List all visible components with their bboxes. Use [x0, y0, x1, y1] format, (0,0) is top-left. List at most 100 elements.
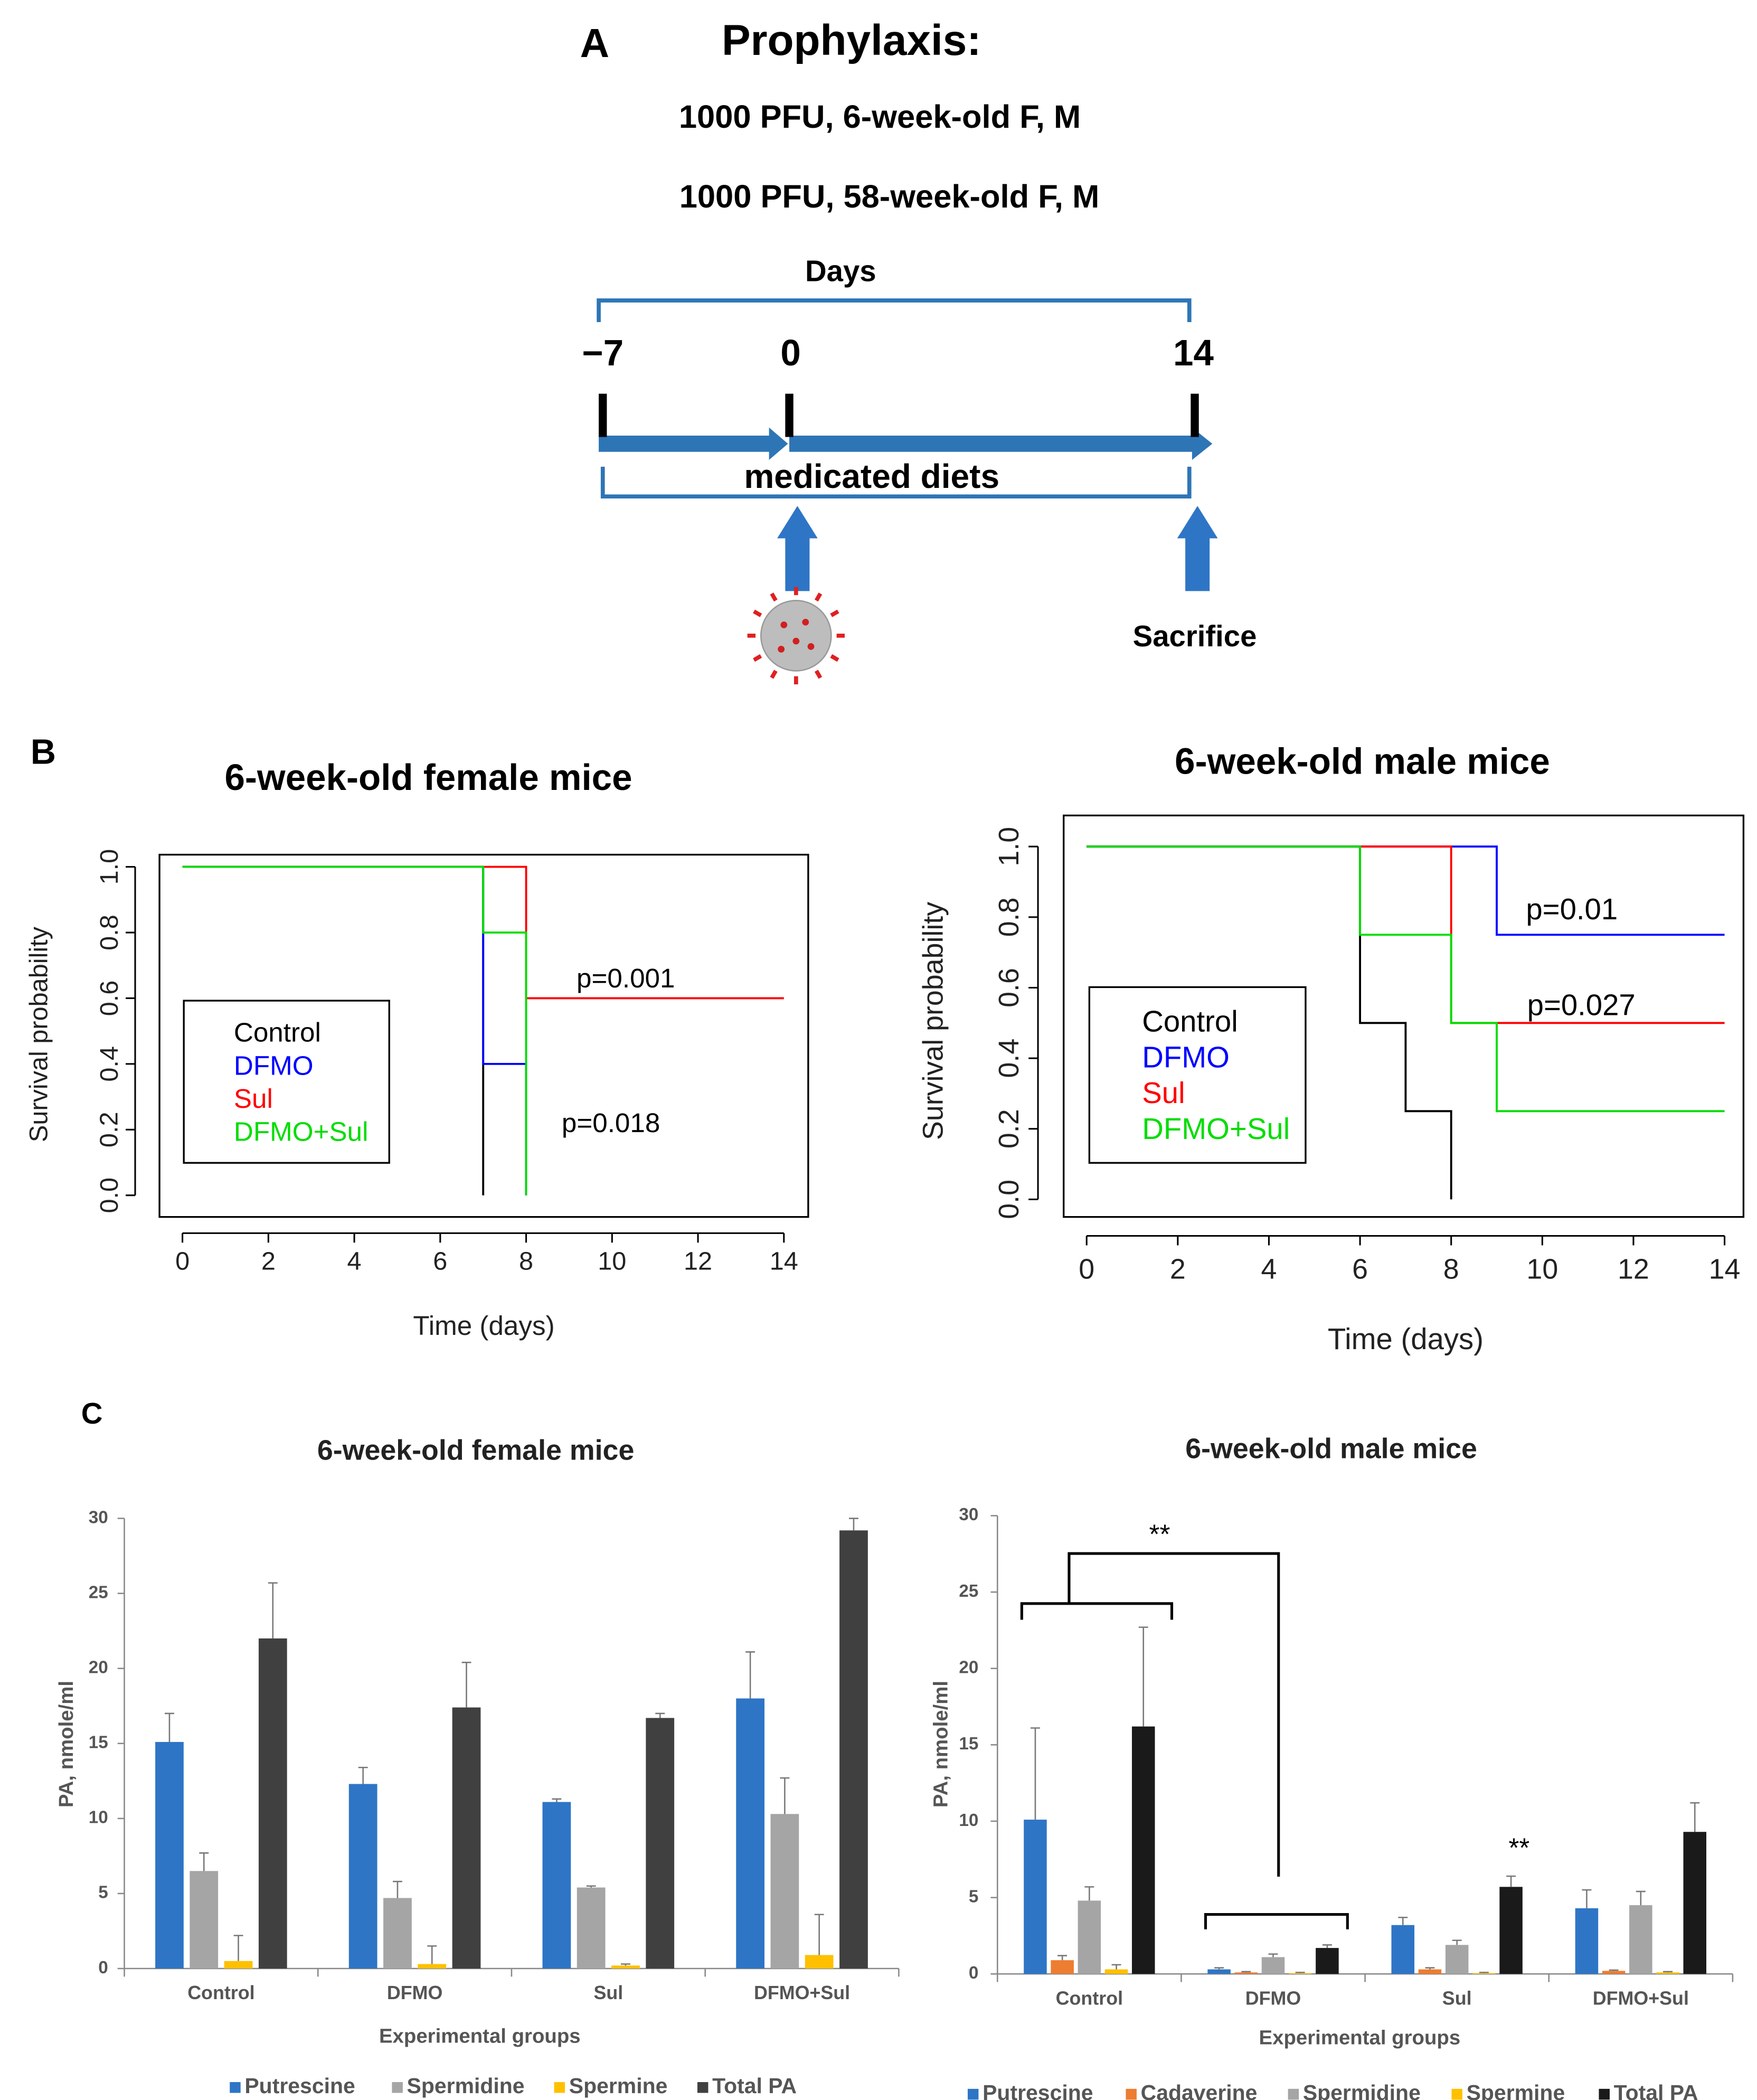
sacrifice-arrow	[1177, 506, 1218, 591]
condition: 1000 PFU, 58-week-old F, M	[679, 178, 1100, 215]
y-tick-label: 25	[89, 1583, 108, 1602]
x-tick-label: 10	[598, 1247, 626, 1276]
error-bar	[1268, 1953, 1278, 1957]
x-axis-label: Experimental groups	[1259, 2026, 1461, 2049]
x-tick-label: 14	[770, 1247, 798, 1276]
bar	[1078, 1900, 1101, 1974]
timeline-arrow	[789, 435, 1195, 452]
diet-label: medicated diets	[744, 457, 999, 495]
legend-entry: DFMO	[234, 1050, 314, 1080]
bar	[224, 1961, 253, 1969]
legend-entry: Total PA	[1614, 2080, 1698, 2100]
condition: 1000 PFU, 6-week-old F, M	[679, 99, 1081, 135]
y-tick-label: 0.0	[993, 1180, 1025, 1219]
bar	[383, 1898, 412, 1969]
error-bar	[165, 1712, 174, 1742]
legend-entry: Putrescine	[244, 2074, 355, 2098]
x-tick-label: DFMO	[1245, 1988, 1301, 2009]
bar	[1418, 1969, 1442, 1974]
annotation: **	[1149, 1519, 1170, 1549]
y-tick-label: 0.6	[95, 981, 124, 1016]
y-tick-label: 1.0	[993, 827, 1025, 867]
error-bar	[1452, 1939, 1462, 1945]
error-bar	[1398, 1916, 1408, 1925]
survival-curve	[1087, 845, 1725, 1113]
y-tick-label: 30	[959, 1505, 978, 1524]
y-tick-label: 0.0	[95, 1178, 124, 1213]
arrow-head	[769, 427, 788, 460]
y-tick-label: 0.2	[993, 1109, 1025, 1148]
legend-swatch	[1288, 2088, 1299, 2100]
y-axis-label: PA, nmole/ml	[929, 1681, 952, 1807]
bar	[1472, 1973, 1496, 1974]
bar	[1234, 1972, 1258, 1974]
error-bar	[849, 1518, 858, 1531]
bar	[452, 1707, 481, 1969]
y-tick-label: 25	[959, 1581, 978, 1601]
legend-entry: Spermidine	[1303, 2080, 1421, 2100]
bar	[611, 1965, 640, 1969]
x-axis-label: Experimental groups	[379, 2025, 581, 2048]
legend-entry: DFMO	[1142, 1040, 1230, 1073]
bar	[1051, 1960, 1074, 1974]
x-tick-label: 4	[347, 1247, 362, 1276]
y-tick-label: 0	[969, 1963, 979, 1983]
bracket	[1068, 1552, 1280, 1877]
timeline-arrow	[599, 435, 772, 452]
day-tick	[1191, 393, 1199, 437]
x-tick-label: 2	[261, 1247, 276, 1276]
x-tick-label: 4	[1261, 1253, 1277, 1285]
error-bar	[1690, 1802, 1700, 1832]
y-tick-label: 0.4	[993, 1039, 1025, 1078]
y-tick-label: 30	[89, 1508, 108, 1527]
error-bar	[199, 1852, 209, 1871]
legend-entry: Control	[1142, 1004, 1238, 1038]
spike	[770, 670, 778, 679]
x-tick-label: 14	[1709, 1253, 1741, 1285]
y-tick-label: 15	[959, 1734, 978, 1754]
annotation: p=0.001	[577, 963, 675, 993]
error-bar	[1609, 1969, 1619, 1971]
x-tick-label: DFMO	[387, 1982, 442, 2003]
legend-box	[1088, 986, 1307, 1164]
y-tick-label: 0.2	[95, 1112, 124, 1147]
y-tick-label: 0	[98, 1958, 108, 1977]
bracket	[597, 298, 1192, 322]
y-tick-label: 10	[959, 1811, 978, 1830]
x-tick-label: Sul	[1442, 1988, 1472, 2009]
error-bar	[268, 1582, 278, 1638]
infection-arrow	[777, 506, 818, 591]
error-bar	[586, 1885, 596, 1888]
legend-entry: Spermine	[1467, 2080, 1565, 2100]
axis-label: Days	[805, 255, 876, 288]
bar	[1575, 1908, 1599, 1974]
bar	[736, 1698, 764, 1969]
x-tick-label: 10	[1526, 1253, 1558, 1285]
bar	[1602, 1971, 1626, 1974]
x-tick-label: 2	[1170, 1253, 1186, 1285]
spike	[814, 670, 823, 679]
bar	[258, 1638, 287, 1969]
bar	[1288, 1973, 1312, 1974]
day-label: −7	[582, 332, 624, 373]
error-bar	[393, 1880, 402, 1898]
error-bar	[1111, 1964, 1121, 1970]
virus-icon	[747, 587, 845, 685]
error-bar	[461, 1662, 471, 1708]
chart-title: 6-week-old female mice	[224, 757, 632, 798]
error-bar	[621, 1963, 630, 1966]
error-bar	[1295, 1972, 1305, 1973]
legend-swatch	[554, 2082, 565, 2093]
error-bar	[1479, 1972, 1489, 1973]
panel-label: C	[81, 1397, 103, 1430]
chart-title: 6-week-old male mice	[1175, 740, 1550, 781]
x-tick-label: DFMO+Sul	[1593, 1988, 1689, 2009]
spike	[753, 609, 762, 617]
y-tick-label: 0.6	[993, 968, 1025, 1007]
bar	[1261, 1957, 1285, 1974]
error-bar	[1138, 1626, 1148, 1727]
bar	[577, 1887, 606, 1969]
y-axis-label: PA, nmole/ml	[55, 1681, 78, 1807]
bar	[348, 1784, 377, 1969]
